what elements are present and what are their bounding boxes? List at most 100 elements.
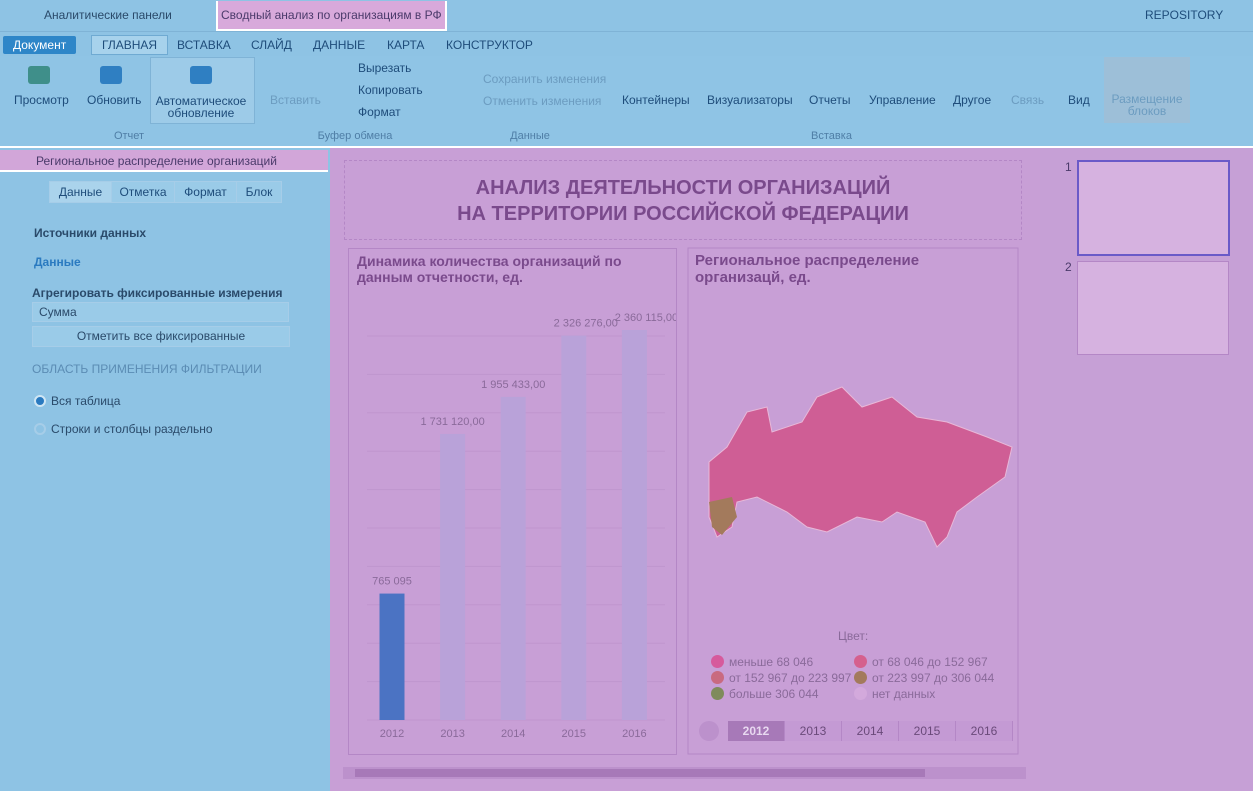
group-label: Вставка <box>811 130 852 142</box>
button[interactable]: Сохранить изменения <box>483 72 607 86</box>
map-panel <box>687 247 1019 755</box>
select[interactable]: Сумма <box>32 302 289 322</box>
legend-swatch <box>854 655 867 668</box>
breadcrumb[interactable]: Аналитические панели <box>44 8 172 22</box>
panel-header <box>0 150 328 172</box>
bar <box>621 330 647 720</box>
x-tick-label: 2013 <box>440 728 464 740</box>
radio[interactable] <box>34 395 46 407</box>
thumbnail[interactable] <box>1077 160 1230 256</box>
button[interactable]: Управление <box>869 93 936 107</box>
thumbnail[interactable] <box>1077 261 1229 355</box>
scrollbar[interactable] <box>343 767 1026 779</box>
button[interactable]: Обновить <box>87 93 142 107</box>
legend-label: от 68 046 до 152 967 <box>872 655 988 669</box>
icon <box>28 66 50 84</box>
map-title: Региональное распределение организацй, е… <box>695 252 920 286</box>
value-label: 2 360 115,00 <box>615 312 676 324</box>
radio-label[interactable]: Вся таблица <box>51 394 121 408</box>
panel-tab[interactable]: Блок <box>236 181 282 203</box>
label: ОБЛАСТЬ ПРИМЕНЕНИЯ ФИЛЬТРАЦИИ <box>32 362 262 376</box>
bar-chart: 765 095 2012 1 731 120,00 2013 1 955 433,00 2… <box>367 312 676 740</box>
tab[interactable]: КОНСТРУКТОР <box>446 38 533 52</box>
button[interactable]: Просмотр <box>14 93 69 107</box>
bar-panel: Динамика количества организаций по данны… <box>348 248 677 755</box>
title-bar <box>0 0 1253 32</box>
radio[interactable] <box>34 423 46 435</box>
bar <box>500 396 526 720</box>
toggle-bg <box>1104 57 1190 123</box>
group-label: Отчет <box>113 130 145 142</box>
panel-tab[interactable]: Отметка <box>111 181 175 203</box>
button[interactable]: Визуализаторы <box>707 93 793 107</box>
button[interactable]: Контейнеры <box>622 93 690 107</box>
button[interactable]: Другое <box>953 93 992 107</box>
legend-swatch <box>711 687 724 700</box>
year[interactable]: 2016 <box>956 721 1013 741</box>
year[interactable]: 2015 <box>899 721 956 741</box>
button[interactable]: Вырезать <box>358 61 412 75</box>
thumb-number: 1 <box>1065 160 1072 174</box>
value-label: 2 326 276,00 <box>554 317 618 329</box>
breadcrumb-current[interactable]: Сводный анализ по организациям в РФ <box>216 1 447 31</box>
map-region <box>709 497 737 535</box>
tab[interactable]: Документ <box>3 36 77 54</box>
button[interactable]: Автоматическое обновление <box>155 94 247 120</box>
legend-swatch <box>854 671 867 684</box>
tab[interactable]: ДАННЫЕ <box>313 38 366 52</box>
icon <box>100 66 122 84</box>
button[interactable]: Вставить <box>270 93 321 107</box>
radio-label[interactable]: Строки и столбцы раздельно <box>51 422 213 436</box>
icon <box>190 66 212 84</box>
bar <box>440 433 466 720</box>
title-line: НА ТЕРРИТОРИИ РОССИЙСКОЙ ФЕДЕРАЦИИ <box>457 203 909 225</box>
legend-label: меньше 68 046 <box>729 655 814 669</box>
section[interactable]: Источники данных <box>34 226 147 240</box>
button[interactable]: Размещение блоков <box>1111 92 1183 118</box>
button[interactable]: Копировать <box>358 83 423 97</box>
x-tick-label: 2016 <box>622 728 646 740</box>
legend-label: от 152 967 до 223 997 <box>729 671 852 685</box>
repository[interactable]: REPOSITORY <box>1145 8 1224 22</box>
button[interactable]: Связь <box>1011 93 1045 107</box>
button[interactable]: Отменить изменения <box>483 94 602 108</box>
value-label: 1 955 433,00 <box>481 379 545 391</box>
year[interactable]: 2012 <box>728 721 785 741</box>
group-label: Буфер обмена <box>317 130 393 142</box>
section[interactable]: Данные <box>34 255 81 269</box>
legend-swatch <box>854 687 867 700</box>
tab[interactable]: ВСТАВКА <box>177 38 231 52</box>
button[interactable]: Формат <box>358 105 401 119</box>
panel-tab[interactable]: Формат <box>174 181 237 203</box>
tab[interactable]: СЛАЙД <box>251 38 292 52</box>
play-button[interactable] <box>699 721 719 741</box>
tab[interactable]: КАРТА <box>387 38 425 52</box>
legend-label: нет данных <box>872 687 936 701</box>
legend-title: Цвет: <box>838 629 869 643</box>
button[interactable]: Отметить все фиксированные <box>32 326 290 347</box>
label: Агрегировать фиксированные измерения <box>32 286 283 300</box>
year[interactable]: 2013 <box>785 721 842 741</box>
tab[interactable]: ГЛАВНАЯ <box>91 35 169 55</box>
x-tick-label: 2015 <box>562 728 586 740</box>
frame <box>687 247 1019 755</box>
title-line: АНАЛИЗ ДЕЯТЕЛЬНОСТИ ОРГАНИЗАЦИЙ <box>475 177 891 199</box>
legend-label: больше 306 044 <box>729 687 819 701</box>
x-tick-label: 2012 <box>380 728 404 740</box>
slide-title: АНАЛИЗ ДЕЯТЕЛЬНОСТИ ОРГАНИЗАЦИЙ НА ТЕРРИ… <box>344 160 1022 240</box>
legend-swatch <box>711 655 724 668</box>
button[interactable]: Отчеты <box>809 93 851 107</box>
panel-title: Региональное распределение организаций <box>36 154 277 168</box>
group-label: Данные <box>510 130 550 142</box>
button[interactable]: Вид <box>1068 93 1090 107</box>
bar <box>379 593 405 720</box>
panel-tab[interactable]: Данные <box>49 181 112 203</box>
year[interactable]: 2014 <box>842 721 899 741</box>
map-shape <box>708 386 1013 548</box>
legend-label: от 223 997 до 306 044 <box>872 671 995 685</box>
scroll-thumb[interactable] <box>355 769 925 777</box>
value-label: 1 731 120,00 <box>420 416 484 428</box>
bar <box>561 335 587 720</box>
x-tick-label: 2014 <box>501 728 525 740</box>
